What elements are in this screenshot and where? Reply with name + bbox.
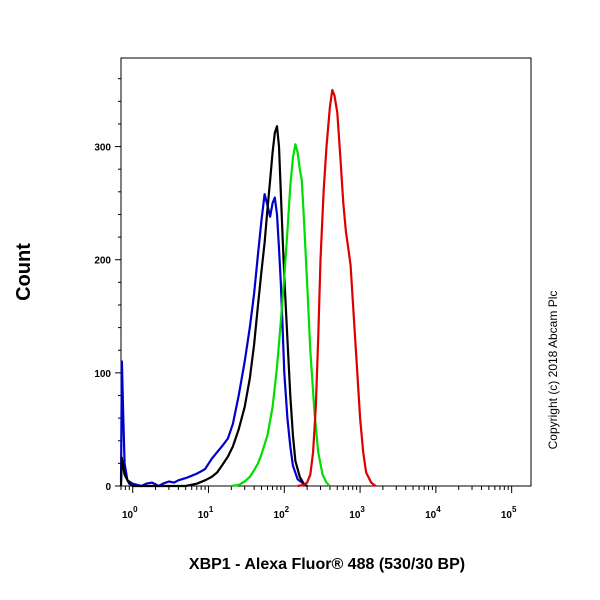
y-tick-label: 0 (105, 482, 111, 493)
x-tick-label: 101 (198, 505, 214, 521)
x-tick-label: 100 (122, 505, 138, 521)
y-tick-label: 200 (94, 256, 111, 267)
x-axis-title: XBP1 - Alexa Fluor® 488 (530/30 BP) (189, 556, 465, 573)
x-tick-label: 104 (425, 505, 441, 521)
histogram-series-3 (231, 143, 331, 488)
series-layer (119, 88, 377, 488)
x-tick-label: 105 (501, 505, 517, 521)
histogram-series-4 (297, 88, 377, 488)
plot-frame (120, 57, 532, 487)
y-tick-label: 300 (94, 143, 111, 154)
y-tick-label: 100 (94, 369, 111, 380)
y-axis: 0 100 200 300 (94, 78, 121, 493)
histogram-series-2 (119, 125, 308, 488)
copyright-notice: Copyright (c) 2018 Abcam Plc (546, 291, 560, 450)
y-axis-title: Count (13, 243, 35, 301)
x-tick-label: 102 (274, 505, 290, 521)
x-tick-label: 103 (349, 505, 365, 521)
x-axis: 100 101 102 103 104 105 (120, 486, 517, 521)
